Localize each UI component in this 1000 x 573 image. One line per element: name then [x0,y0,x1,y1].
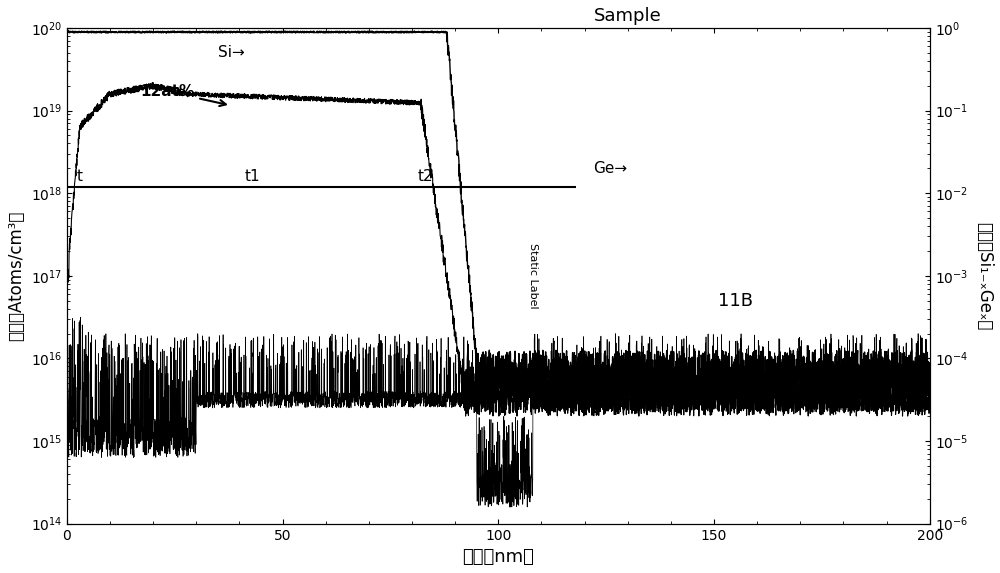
Y-axis label: 组份（Si₁₋ₓGeₓ）: 组份（Si₁₋ₓGeₓ） [975,222,993,330]
X-axis label: 深度（nm）: 深度（nm） [462,548,534,566]
Text: t2: t2 [417,169,433,184]
Text: Static Label: Static Label [528,243,538,309]
Text: 11B: 11B [718,292,753,309]
Text: t1: t1 [245,169,260,184]
Title: Sample: Sample [594,7,662,25]
Text: 12at%: 12at% [140,84,226,106]
Y-axis label: 浓度（Atoms/cm³）: 浓度（Atoms/cm³） [7,210,25,341]
Text: t: t [77,169,83,184]
Text: Ge→: Ge→ [593,161,627,176]
Text: Si→: Si→ [218,45,245,60]
